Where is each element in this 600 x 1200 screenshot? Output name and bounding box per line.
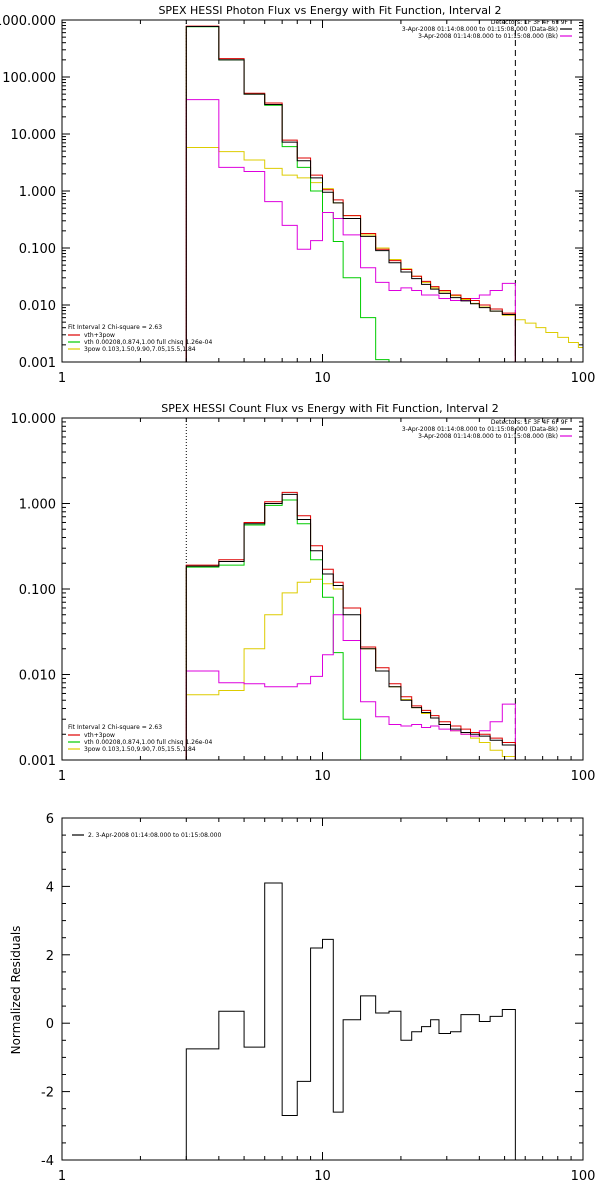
y-tick-label: 0.100 <box>19 583 56 598</box>
count-flux-panel: SPEX HESSI Count Flux vs Energy with Fit… <box>11 402 596 784</box>
count-flux-title: SPEX HESSI Count Flux vs Energy with Fit… <box>161 402 498 415</box>
y-tick-label: 0.100 <box>19 242 56 257</box>
y-tick-label: 0.010 <box>19 299 56 314</box>
legend-pow: 3pow 0.103,1.50,9.90,7.05,15.5,1.84 <box>84 346 196 353</box>
photon-flux-axes: 1 10 100 0.001 0.010 0.100 1.000 10.000 100.000 1… <box>0 14 595 386</box>
y-tick-label: 10.000 <box>11 412 57 427</box>
legend-bk: 3-Apr-2008 01:14:08.000 to 01:15:08.000 … <box>418 433 558 440</box>
series-residuals <box>185 882 516 1160</box>
y-tick-label: 4 <box>46 880 54 895</box>
y-tick-label: 2 <box>46 949 54 964</box>
residuals-ylabel: Normalized Residuals <box>9 926 23 1055</box>
y-tick-label: 0.010 <box>19 669 56 684</box>
residuals-axes: 1 10 100 -4 -2 0 2 4 6 <box>41 812 595 1184</box>
series-bk <box>185 99 516 362</box>
y-tick-label: 1.000 <box>19 185 56 200</box>
legend-pow: 3pow 0.103,1.50,9.90,7.05,15.5,1.84 <box>84 746 196 753</box>
x-tick-label: 100 <box>571 371 596 386</box>
photon-flux-legend-right: Detectors: 1F 3F 4F 6F 9F 3-Apr-2008 01:… <box>402 19 572 40</box>
y-tick-label: 1.000 <box>19 498 56 513</box>
x-tick-label: 10 <box>314 371 331 386</box>
y-tick-label: 0.001 <box>19 754 56 769</box>
legend-fit-interval: Fit Interval 2 Chi-square = 2.63 <box>68 724 162 731</box>
y-tick-label: -4 <box>41 1154 54 1169</box>
series-data <box>185 25 516 362</box>
x-tick-label: 1 <box>58 769 66 784</box>
y-tick-label: 0.001 <box>19 356 56 371</box>
legend-data-bk: 3-Apr-2008 01:14:08.000 to 01:15:08.000 … <box>402 426 558 433</box>
residuals-legend: 2. 3-Apr-2008 01:14:08.000 to 01:15:08.0… <box>88 832 221 839</box>
series-vth <box>185 499 362 760</box>
legend-vth: vth 0.00208,0.874,1.00 full chisq 1.26e-… <box>84 339 212 346</box>
series-bk <box>185 614 516 760</box>
count-flux-legend-right: Detectors: 1F 3F 4F 6F 9F 3-Apr-2008 01:… <box>402 419 572 440</box>
y-tick-label: 6 <box>46 812 54 827</box>
photon-flux-title: SPEX HESSI Photon Flux vs Energy with Fi… <box>158 4 501 17</box>
residuals-panel: 1 10 100 -4 -2 0 2 4 6 2. 3-Apr-2008 01:14:08.00… <box>9 812 595 1184</box>
y-tick-label: 100.000 <box>2 71 56 86</box>
series-data <box>185 493 516 760</box>
y-tick-label: 1000.000 <box>0 14 56 29</box>
legend-total: vth+3pow <box>84 732 115 739</box>
legend-data-bk: 3-Apr-2008 01:14:08.000 to 01:15:08.000 … <box>402 26 558 33</box>
legend-bk: 3-Apr-2008 01:14:08.000 to 01:15:08.000 … <box>418 33 558 40</box>
x-tick-label: 100 <box>571 769 596 784</box>
photon-flux-legend-left: Fit Interval 2 Chi-square = 2.63 vth+3po… <box>68 324 212 353</box>
count-flux-legend-left: Fit Interval 2 Chi-square = 2.63 vth+3po… <box>68 724 212 753</box>
legend-vth: vth 0.00208,0.874,1.00 full chisq 1.26e-… <box>84 739 212 746</box>
photon-flux-panel: SPEX HESSI Photon Flux vs Energy with Fi… <box>0 4 595 386</box>
x-tick-label: 100 <box>571 1169 596 1184</box>
y-tick-label: 10.000 <box>11 128 57 143</box>
x-tick-label: 1 <box>58 1169 66 1184</box>
y-tick-label: 0 <box>46 1017 54 1032</box>
x-tick-label: 1 <box>58 371 66 386</box>
legend-detectors: Detectors: 1F 3F 4F 6F 9F <box>491 19 569 26</box>
y-tick-label: -2 <box>41 1086 54 1101</box>
legend-total: vth+3pow <box>84 332 115 339</box>
residuals-series <box>185 882 516 1160</box>
count-flux-axes: 1 10 100 0.001 0.010 0.100 1.000 10.000 <box>11 412 596 784</box>
photon-flux-series <box>185 20 583 362</box>
x-tick-label: 10 <box>314 769 331 784</box>
x-tick-label: 10 <box>314 1169 331 1184</box>
count-flux-series <box>185 418 516 760</box>
legend-detectors: Detectors: 1F 3F 4F 6F 9F <box>491 419 569 426</box>
legend-fit-interval: Fit Interval 2 Chi-square = 2.63 <box>68 324 162 331</box>
